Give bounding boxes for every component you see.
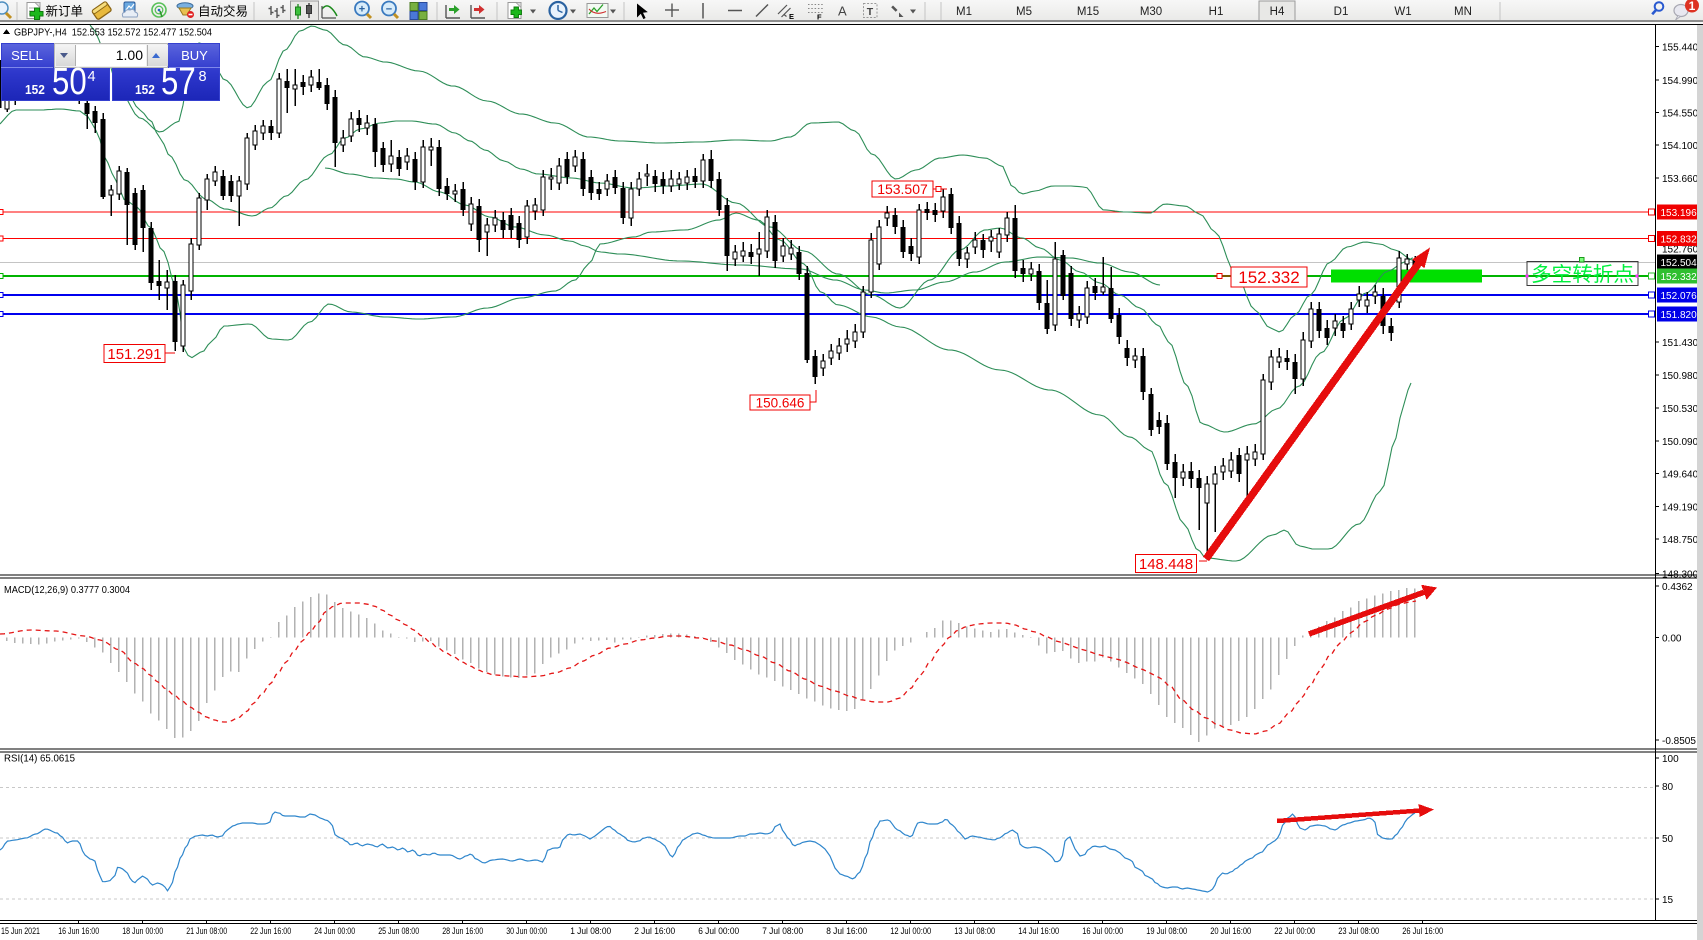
svg-text:154.550: 154.550 [1662,108,1699,119]
svg-text:14 Jul 16:00: 14 Jul 16:00 [1018,926,1059,936]
svg-text:152.332: 152.332 [1661,272,1698,283]
svg-text:20 Jul 16:00: 20 Jul 16:00 [1210,926,1251,936]
svg-text:148.750: 148.750 [1662,535,1699,546]
svg-text:19 Jul 08:00: 19 Jul 08:00 [1146,926,1187,936]
svg-text:25 Jun 08:00: 25 Jun 08:00 [378,926,419,936]
svg-text:E: E [789,12,794,21]
svg-text:8 Jul 16:00: 8 Jul 16:00 [826,926,867,936]
svg-text:153.196: 153.196 [1661,208,1698,219]
svg-text:150.090: 150.090 [1662,437,1699,448]
svg-text:7 Jul 08:00: 7 Jul 08:00 [762,926,803,936]
svg-text:0.00: 0.00 [1662,634,1682,645]
svg-text:1 Jul 08:00: 1 Jul 08:00 [570,926,611,936]
svg-text:1: 1 [1689,0,1696,13]
svg-text:150.530: 150.530 [1662,404,1699,415]
svg-text:RSI(14) 65.0615: RSI(14) 65.0615 [4,753,75,765]
svg-text:152.760: 152.760 [1662,245,1699,256]
svg-text:22 Jun 16:00: 22 Jun 16:00 [250,926,291,936]
svg-text:D1: D1 [1334,6,1349,18]
svg-text:151.430: 151.430 [1662,338,1699,349]
svg-text:153.507: 153.507 [877,181,928,197]
svg-text:50: 50 [1662,834,1674,845]
svg-text:22 Jul 00:00: 22 Jul 00:00 [1274,926,1315,936]
svg-text:30 Jun 00:00: 30 Jun 00:00 [506,926,547,936]
svg-text:16 Jun 16:00: 16 Jun 16:00 [58,926,99,936]
svg-text:151.291: 151.291 [107,346,161,363]
svg-text:H4: H4 [1270,6,1285,18]
svg-text:80: 80 [1662,782,1674,793]
svg-text:24 Jun 00:00: 24 Jun 00:00 [314,926,355,936]
svg-text:152.076: 152.076 [1661,291,1698,302]
svg-text:H1: H1 [1209,6,1224,18]
svg-text:154.100: 154.100 [1662,141,1699,152]
svg-text:26 Jul 16:00: 26 Jul 16:00 [1402,926,1443,936]
svg-text:M15: M15 [1077,6,1099,18]
svg-text:MACD(12,26,9) 0.3777 0.3004: MACD(12,26,9) 0.3777 0.3004 [4,584,130,596]
svg-text:-0.8505: -0.8505 [1662,736,1696,747]
svg-text:新订单: 新订单 [46,4,84,19]
svg-text:T: T [867,6,874,18]
svg-text:151.820: 151.820 [1661,310,1698,321]
svg-text:MN: MN [1454,6,1472,18]
svg-text:13 Jul 08:00: 13 Jul 08:00 [954,926,995,936]
svg-text:16 Jul 00:00: 16 Jul 00:00 [1082,926,1123,936]
svg-text:152.332: 152.332 [1238,268,1299,287]
svg-text:149.190: 149.190 [1662,503,1699,514]
svg-text:12 Jul 00:00: 12 Jul 00:00 [890,926,931,936]
svg-text:155.440: 155.440 [1662,43,1699,54]
svg-text:M5: M5 [1016,6,1032,18]
svg-text:2 Jul 16:00: 2 Jul 16:00 [634,926,675,936]
svg-text:0.4362: 0.4362 [1662,582,1693,593]
svg-text:15: 15 [1662,895,1674,906]
svg-text:150.980: 150.980 [1662,371,1699,382]
svg-text:18 Jun 00:00: 18 Jun 00:00 [122,926,163,936]
svg-text:多空转折点: 多空转折点 [1531,263,1634,286]
svg-text:152.832: 152.832 [1661,235,1698,246]
svg-text:15 Jun 2021: 15 Jun 2021 [1,926,40,936]
svg-text:150.646: 150.646 [756,395,805,410]
svg-text:W1: W1 [1394,6,1411,18]
svg-text:A: A [838,4,847,19]
svg-text:自动交易: 自动交易 [198,4,248,19]
svg-text:148.300: 148.300 [1662,570,1699,581]
svg-text:GBPJPY-,H4 152.553 152.572 15: GBPJPY-,H4 152.553 152.572 152.477 152.5… [14,27,212,39]
svg-text:149.640: 149.640 [1662,469,1699,480]
svg-text:148.448: 148.448 [1139,556,1193,573]
svg-text:100: 100 [1662,754,1679,765]
svg-text:6 Jul 00:00: 6 Jul 00:00 [698,926,739,936]
svg-text:28 Jun 16:00: 28 Jun 16:00 [442,926,483,936]
svg-text:23 Jul 08:00: 23 Jul 08:00 [1338,926,1379,936]
svg-text:154.990: 154.990 [1662,76,1699,87]
svg-text:M1: M1 [956,6,972,18]
svg-text:+: + [359,4,365,16]
svg-text:153.660: 153.660 [1662,174,1699,185]
svg-text:F: F [817,13,822,22]
svg-text:152.504: 152.504 [1661,258,1698,269]
svg-text:21 Jun 08:00: 21 Jun 08:00 [186,926,227,936]
svg-text:−: − [386,4,392,16]
svg-text:M30: M30 [1140,6,1162,18]
